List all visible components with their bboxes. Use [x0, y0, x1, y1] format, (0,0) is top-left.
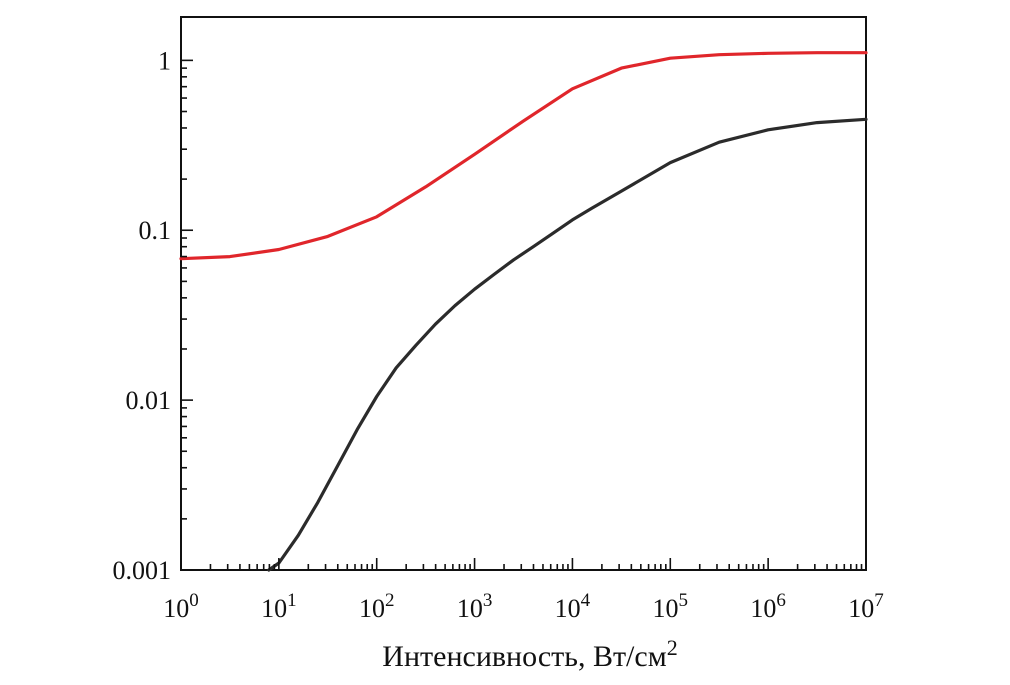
x-tick-label: 106	[750, 590, 786, 623]
x-axis-label-superscript: 2	[667, 635, 678, 660]
x-tick-label: 107	[848, 590, 884, 623]
y-tick-label: 0.1	[139, 216, 172, 245]
x-tick-label: 105	[653, 590, 689, 623]
ticks-layer	[180, 59, 867, 571]
series-line-1	[179, 51, 868, 261]
labels-layer: 100 101 102 103 104 105 106 107 0.001 0.01 0.1 1	[113, 46, 884, 623]
x-axis-label: Интенсивность, Вт/см2	[382, 635, 677, 673]
x-tick-label: 104	[555, 590, 591, 623]
x-tick-label: 103	[457, 590, 493, 623]
x-axis-label-text: Интенсивность, Вт/см	[382, 640, 666, 673]
y-tick-label: 0.01	[126, 386, 172, 415]
series-layer	[179, 51, 868, 572]
series-line-2	[267, 117, 868, 572]
plot-frame	[180, 16, 867, 571]
x-tick-label: 101	[261, 590, 297, 623]
x-tick-label: 102	[359, 590, 395, 623]
y-tick-label: 1	[158, 46, 171, 75]
y-tick-label: 0.001	[113, 556, 172, 585]
x-tick-label: 100	[163, 590, 199, 623]
